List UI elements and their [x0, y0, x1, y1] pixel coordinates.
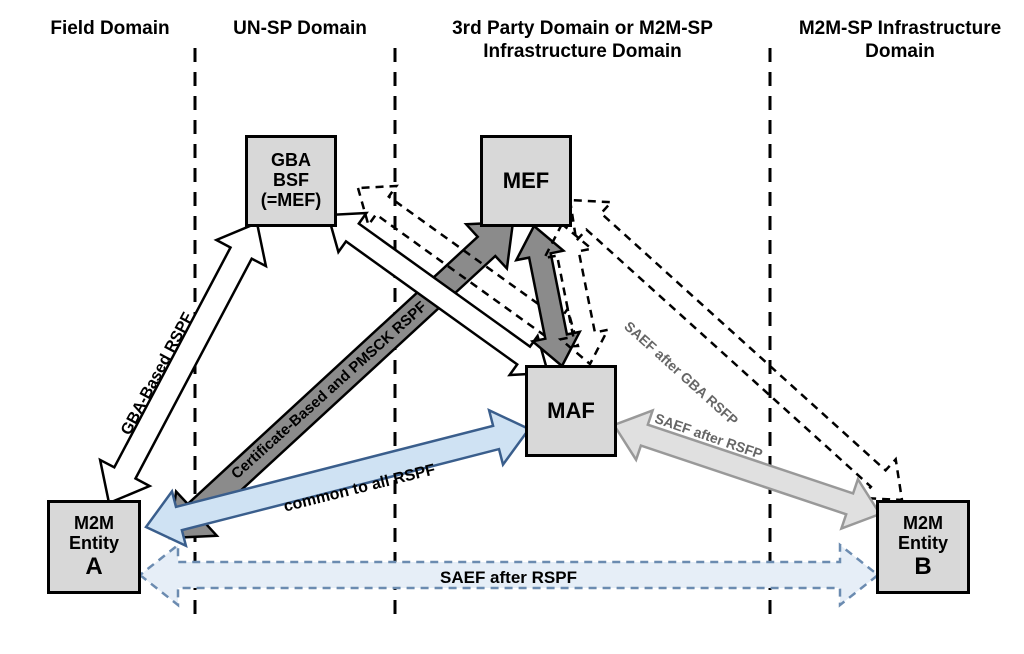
- label-saef-rspf: SAEF after RSPF: [440, 568, 577, 588]
- node-gba-bsf: GBA BSF (=MEF): [245, 135, 337, 227]
- header-m2msp-domain: M2M-SP Infrastructure Domain: [795, 18, 1005, 64]
- node-label: GBA: [248, 151, 334, 171]
- node-label: B: [879, 554, 967, 580]
- node-mef: MEF: [480, 135, 572, 227]
- diagram-canvas: Field Domain UN-SP Domain 3rd Party Doma…: [0, 0, 1024, 654]
- node-label: MAF: [528, 399, 614, 423]
- header-3rd-domain: 3rd Party Domain or M2M-SP Infrastructur…: [410, 18, 755, 64]
- node-label: Entity: [879, 534, 967, 554]
- arr-common: [146, 410, 529, 545]
- node-entity-b: M2M Entity B: [876, 500, 970, 594]
- arr-maf-b: [614, 411, 880, 529]
- header-field-domain: Field Domain: [30, 18, 190, 41]
- node-entity-a: M2M Entity A: [47, 500, 141, 594]
- svg-layer: [0, 0, 1024, 654]
- node-label: M2M: [879, 514, 967, 534]
- node-label: A: [50, 554, 138, 580]
- header-unsp-domain: UN-SP Domain: [210, 18, 390, 41]
- node-label: (=MEF): [248, 191, 334, 211]
- node-label: BSF: [248, 171, 334, 191]
- node-label: M2M: [50, 514, 138, 534]
- node-label: MEF: [483, 169, 569, 193]
- node-maf: MAF: [525, 365, 617, 457]
- node-label: Entity: [50, 534, 138, 554]
